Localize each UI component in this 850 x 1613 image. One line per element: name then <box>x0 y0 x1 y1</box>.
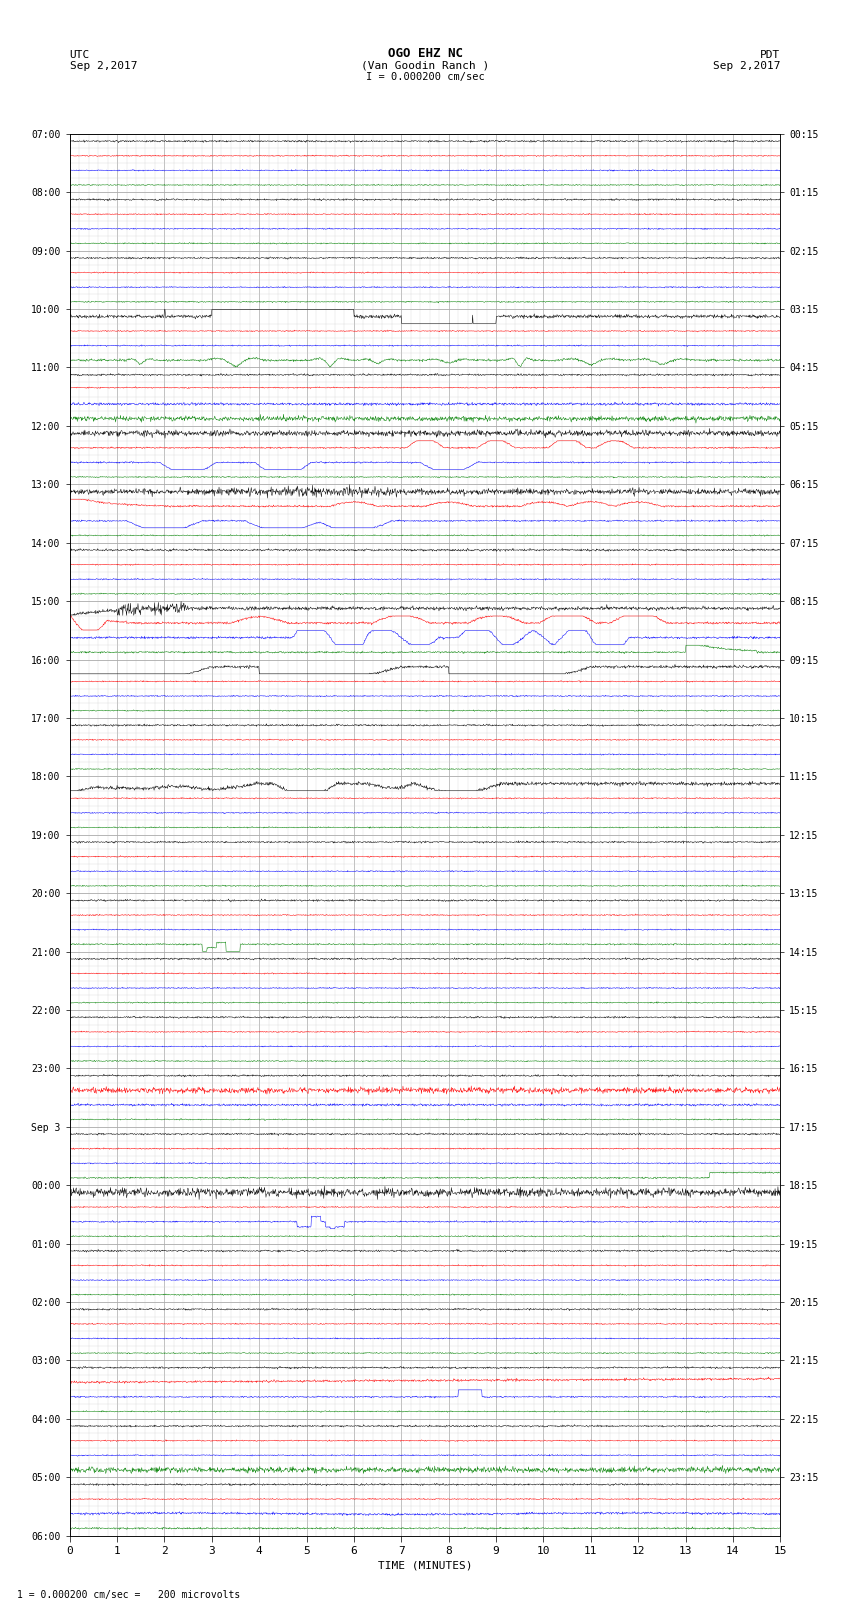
Text: 1 = 0.000200 cm/sec =   200 microvolts: 1 = 0.000200 cm/sec = 200 microvolts <box>17 1590 241 1600</box>
X-axis label: TIME (MINUTES): TIME (MINUTES) <box>377 1560 473 1569</box>
Text: Sep 2,2017: Sep 2,2017 <box>70 61 137 71</box>
Text: UTC: UTC <box>70 50 90 60</box>
Text: (Van Goodin Ranch ): (Van Goodin Ranch ) <box>361 61 489 71</box>
Text: Sep 2,2017: Sep 2,2017 <box>713 61 780 71</box>
Text: I = 0.000200 cm/sec: I = 0.000200 cm/sec <box>366 73 484 82</box>
Text: OGO EHZ NC: OGO EHZ NC <box>388 47 462 60</box>
Text: PDT: PDT <box>760 50 780 60</box>
